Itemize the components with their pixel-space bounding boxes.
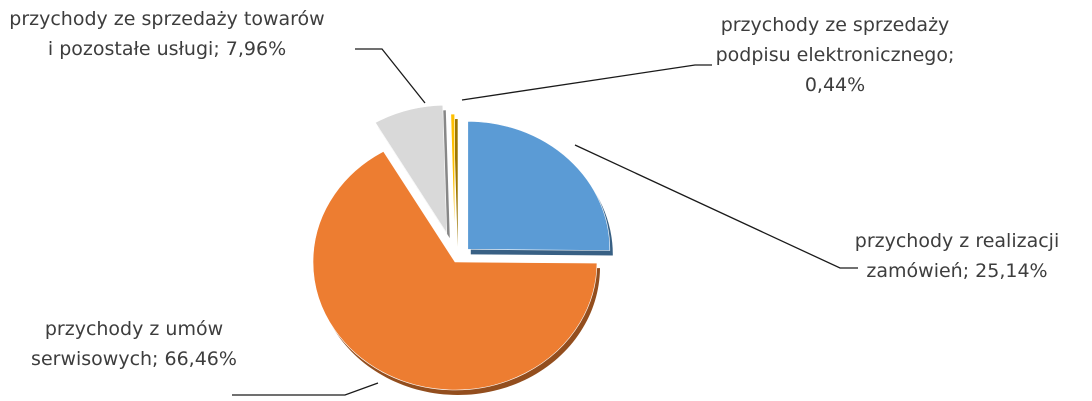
pie-slices [312,104,613,395]
slice-sprzedazy-towarow-face [374,104,448,235]
data-label-sprzedazy-towarow: przychody ze sprzedaży towarów i pozosta… [9,8,325,60]
data-label-umow-serwisowych: przychody z umów serwisowych; 66,46% [31,318,237,370]
data-label-realizacji-zamowien: przychody z realizacji zamówień; 25,14% [854,230,1060,282]
slice-umow-serwisowych-face [312,151,598,391]
slice-umow-serwisowych [312,151,600,395]
slice-sprzedazy-towarow [374,104,450,239]
data-label-podpisu-elektronicznego: przychody ze sprzedaży podpisu elektroni… [715,14,955,96]
slice-realizacji-zamowien [467,120,613,256]
leader-line-towarow [355,48,426,104]
leader-line-realizacji [574,144,858,269]
slice-podpisu-elektronicznego [450,113,458,248]
leader-line-serwisowych [232,382,379,396]
slice-podpisu-elektronicznego-face [450,113,456,243]
slice-realizacji-zamowien-face [467,120,611,251]
leader-lines [232,48,858,396]
leader-line-podpisu [461,64,712,101]
